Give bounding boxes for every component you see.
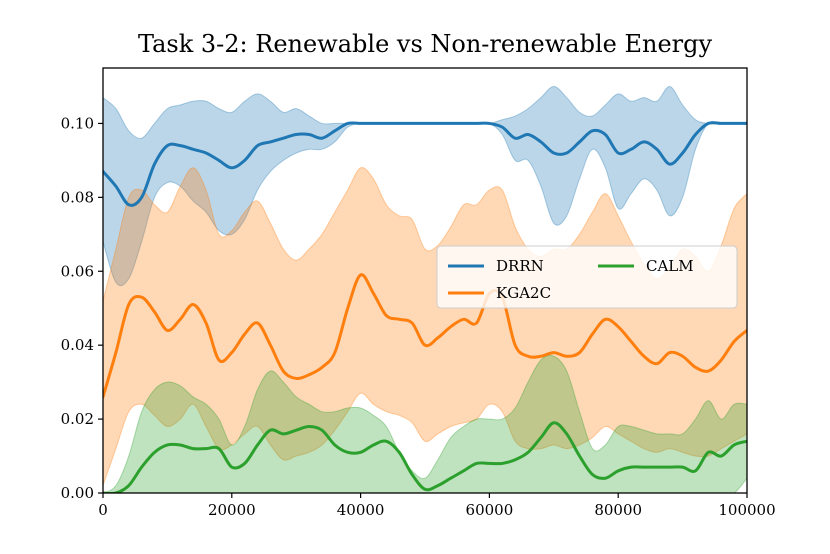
series-lines — [103, 121, 747, 493]
y-tick-label: 0.10 — [61, 114, 94, 132]
y-tick-label: 0.06 — [61, 262, 94, 280]
x-tick-label: 60000 — [466, 501, 514, 519]
x-tick-label: 80000 — [594, 501, 642, 519]
y-tick-label: 0.08 — [61, 188, 94, 206]
legend-item-kga2c: KGA2C — [448, 284, 551, 302]
legend-label: DRRN — [496, 257, 544, 275]
x-axis-ticks: 0 20000 40000 60000 80000 100000 — [98, 493, 776, 519]
legend-label: KGA2C — [496, 284, 551, 302]
legend-label: CALM — [646, 257, 694, 275]
line-calm — [103, 421, 747, 493]
line-drrn — [103, 121, 747, 207]
legend: DRRN KGA2C CALM — [436, 245, 738, 309]
legend-box — [436, 245, 738, 309]
x-tick-label: 0 — [98, 501, 108, 519]
band-calm — [103, 354, 747, 493]
line-kga2c — [103, 273, 747, 399]
x-tick-label: 100000 — [718, 501, 775, 519]
y-axis-ticks: 0.00 0.02 0.04 0.06 0.08 0.10 — [61, 114, 103, 502]
legend-item-calm: CALM — [598, 257, 694, 275]
y-tick-label: 0.04 — [61, 336, 94, 354]
legend-item-drrn: DRRN — [448, 257, 544, 275]
y-tick-label: 0.00 — [61, 484, 94, 502]
x-tick-label: 20000 — [208, 501, 256, 519]
y-tick-label: 0.02 — [61, 410, 94, 428]
x-tick-label: 40000 — [337, 501, 385, 519]
plot-frame — [102, 67, 748, 494]
chart-title: Task 3-2: Renewable vs Non-renewable Ene… — [138, 30, 713, 58]
